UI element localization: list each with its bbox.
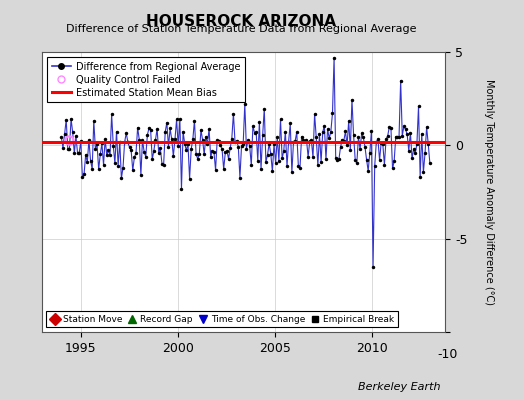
Text: Berkeley Earth: Berkeley Earth: [358, 382, 440, 392]
Text: HOUSEROCK ARIZONA: HOUSEROCK ARIZONA: [146, 14, 336, 29]
Text: Difference of Station Temperature Data from Regional Average: Difference of Station Temperature Data f…: [66, 24, 416, 34]
Text: -10: -10: [438, 348, 458, 361]
Y-axis label: Monthly Temperature Anomaly Difference (°C): Monthly Temperature Anomaly Difference (…: [484, 79, 494, 305]
Legend: Station Move, Record Gap, Time of Obs. Change, Empirical Break: Station Move, Record Gap, Time of Obs. C…: [47, 311, 398, 328]
